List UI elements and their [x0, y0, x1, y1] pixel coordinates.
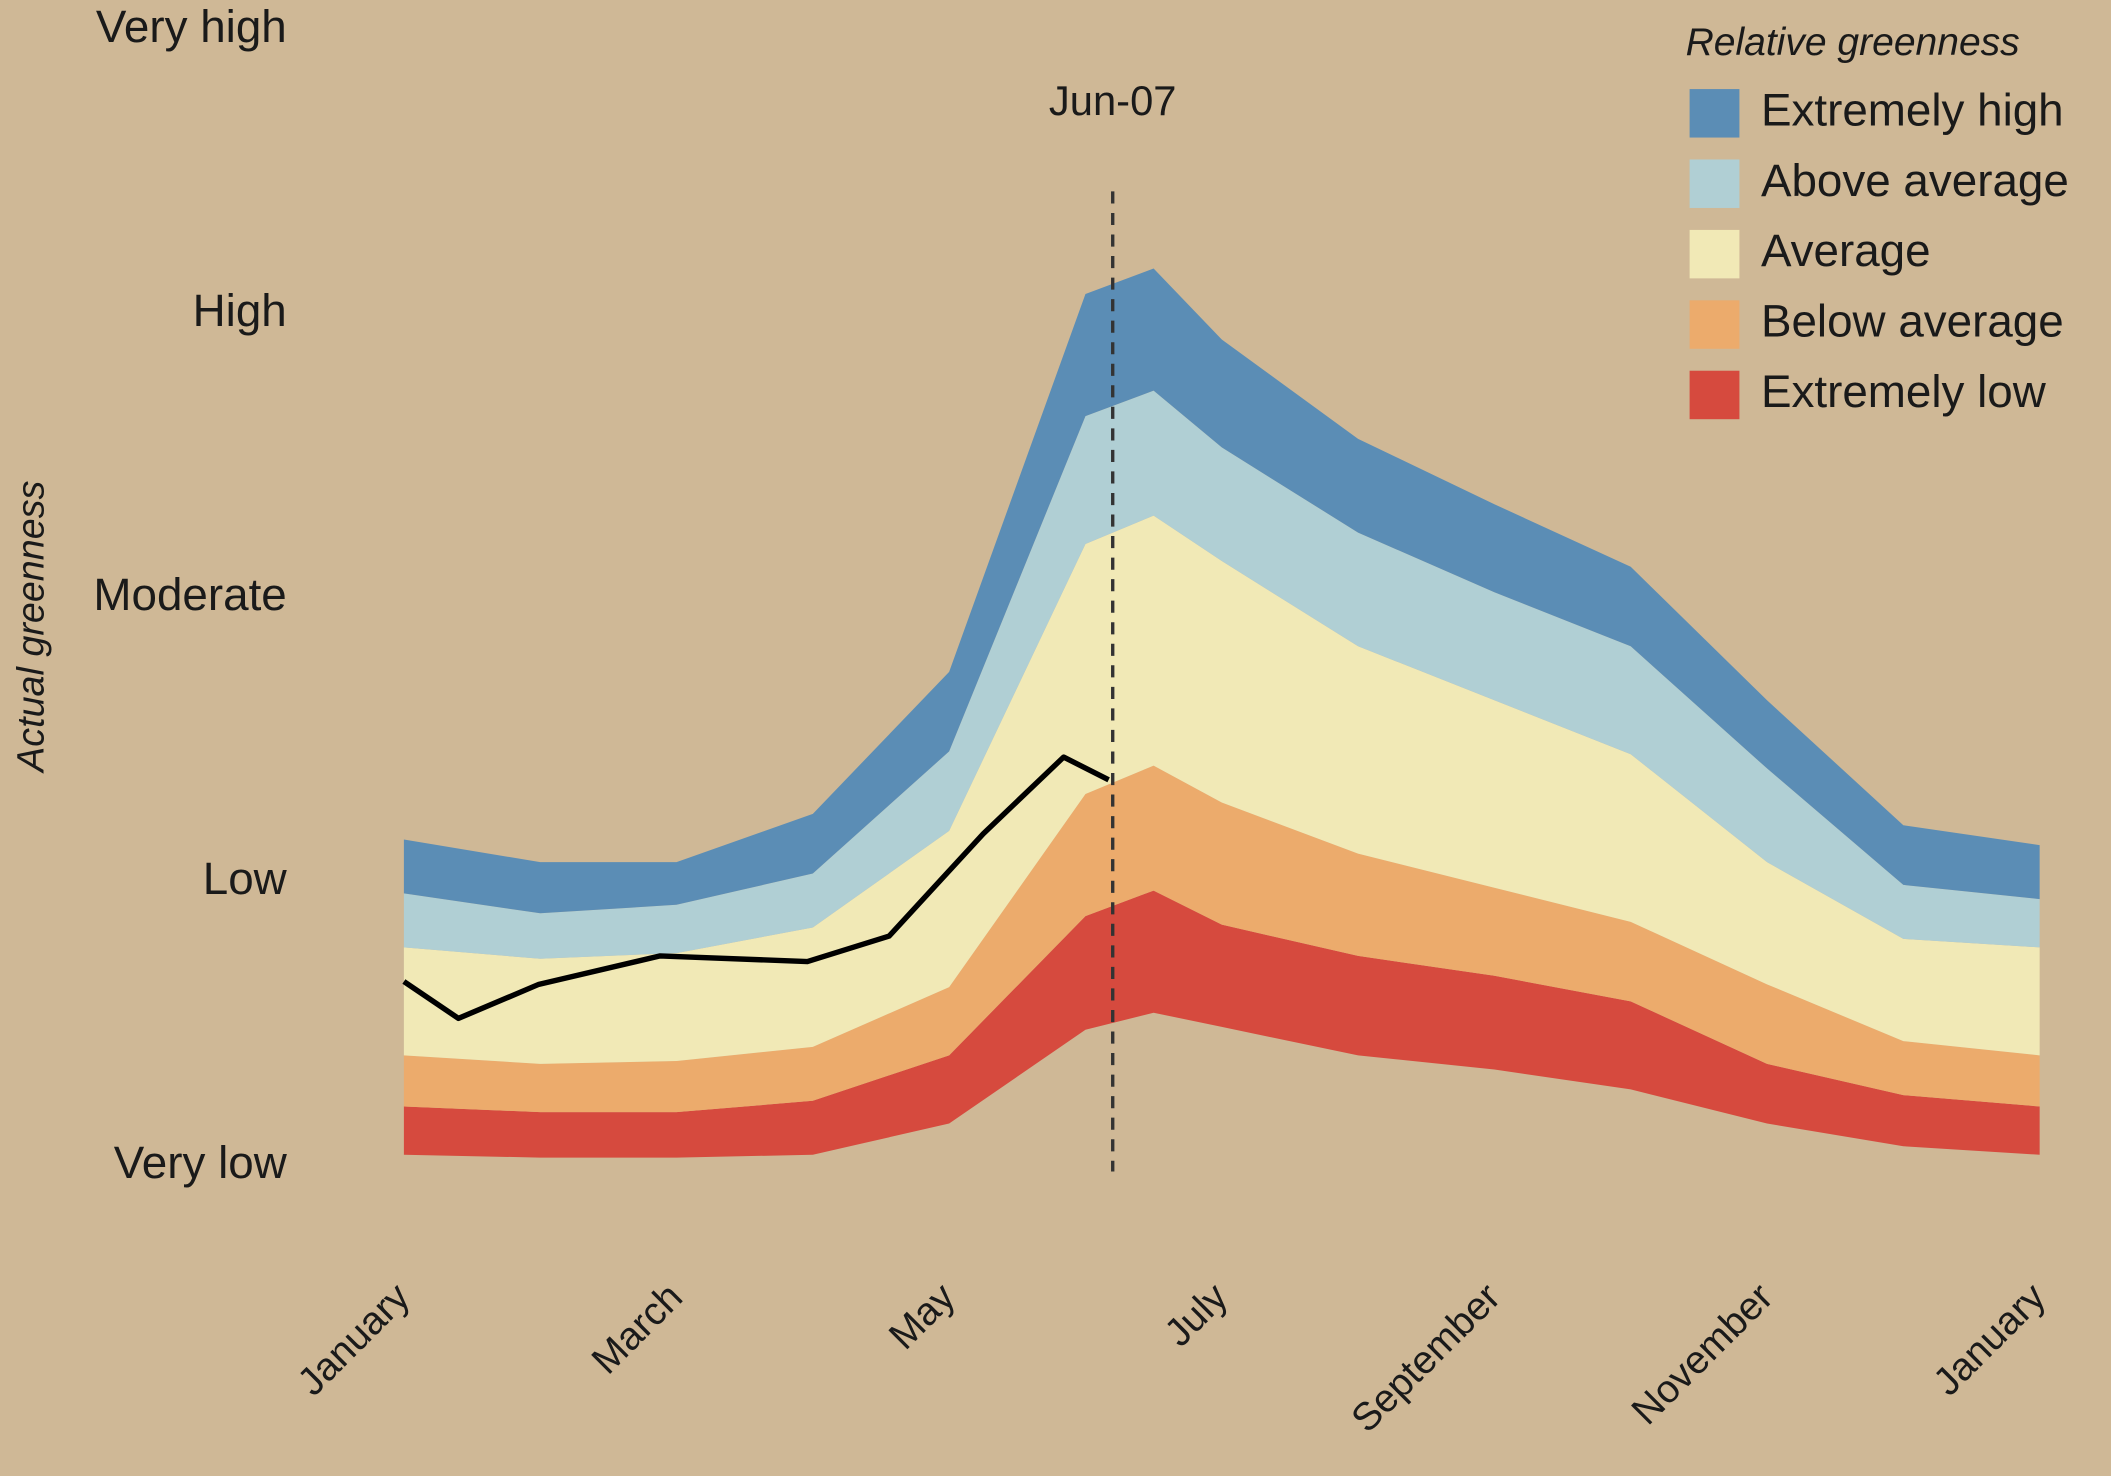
line: [402, 754, 1110, 1022]
area-band: [403, 890, 2040, 1158]
legend-title: Relative greenness: [1686, 21, 2020, 64]
legend-label: Extremely low: [1761, 366, 2047, 417]
legend-label: Extremely high: [1761, 84, 2064, 135]
y-tick-label: Moderate: [93, 569, 286, 620]
y-axis-label: Actual greenness: [10, 480, 52, 773]
y-tick-label: Very low: [114, 1137, 288, 1188]
area-band: [403, 765, 2040, 1113]
y-tick-label: Very high: [96, 1, 287, 52]
area-band: [403, 268, 2040, 914]
area-band: [403, 515, 2040, 1064]
y-tick-label: Low: [203, 853, 288, 904]
legend-swatch: [1689, 229, 1740, 279]
area-band: [403, 390, 2040, 959]
legend-swatch: [1689, 89, 1740, 138]
legend-label: Above average: [1761, 155, 2069, 206]
y-tick-label: High: [193, 285, 287, 336]
legend-label: Average: [1761, 225, 1931, 276]
legend-label: Below average: [1761, 296, 2064, 347]
legend-swatch: [1689, 370, 1740, 420]
reference-label: Jun-07: [1049, 77, 1177, 124]
legend-swatch: [1689, 300, 1740, 349]
legend-swatch: [1689, 159, 1740, 208]
